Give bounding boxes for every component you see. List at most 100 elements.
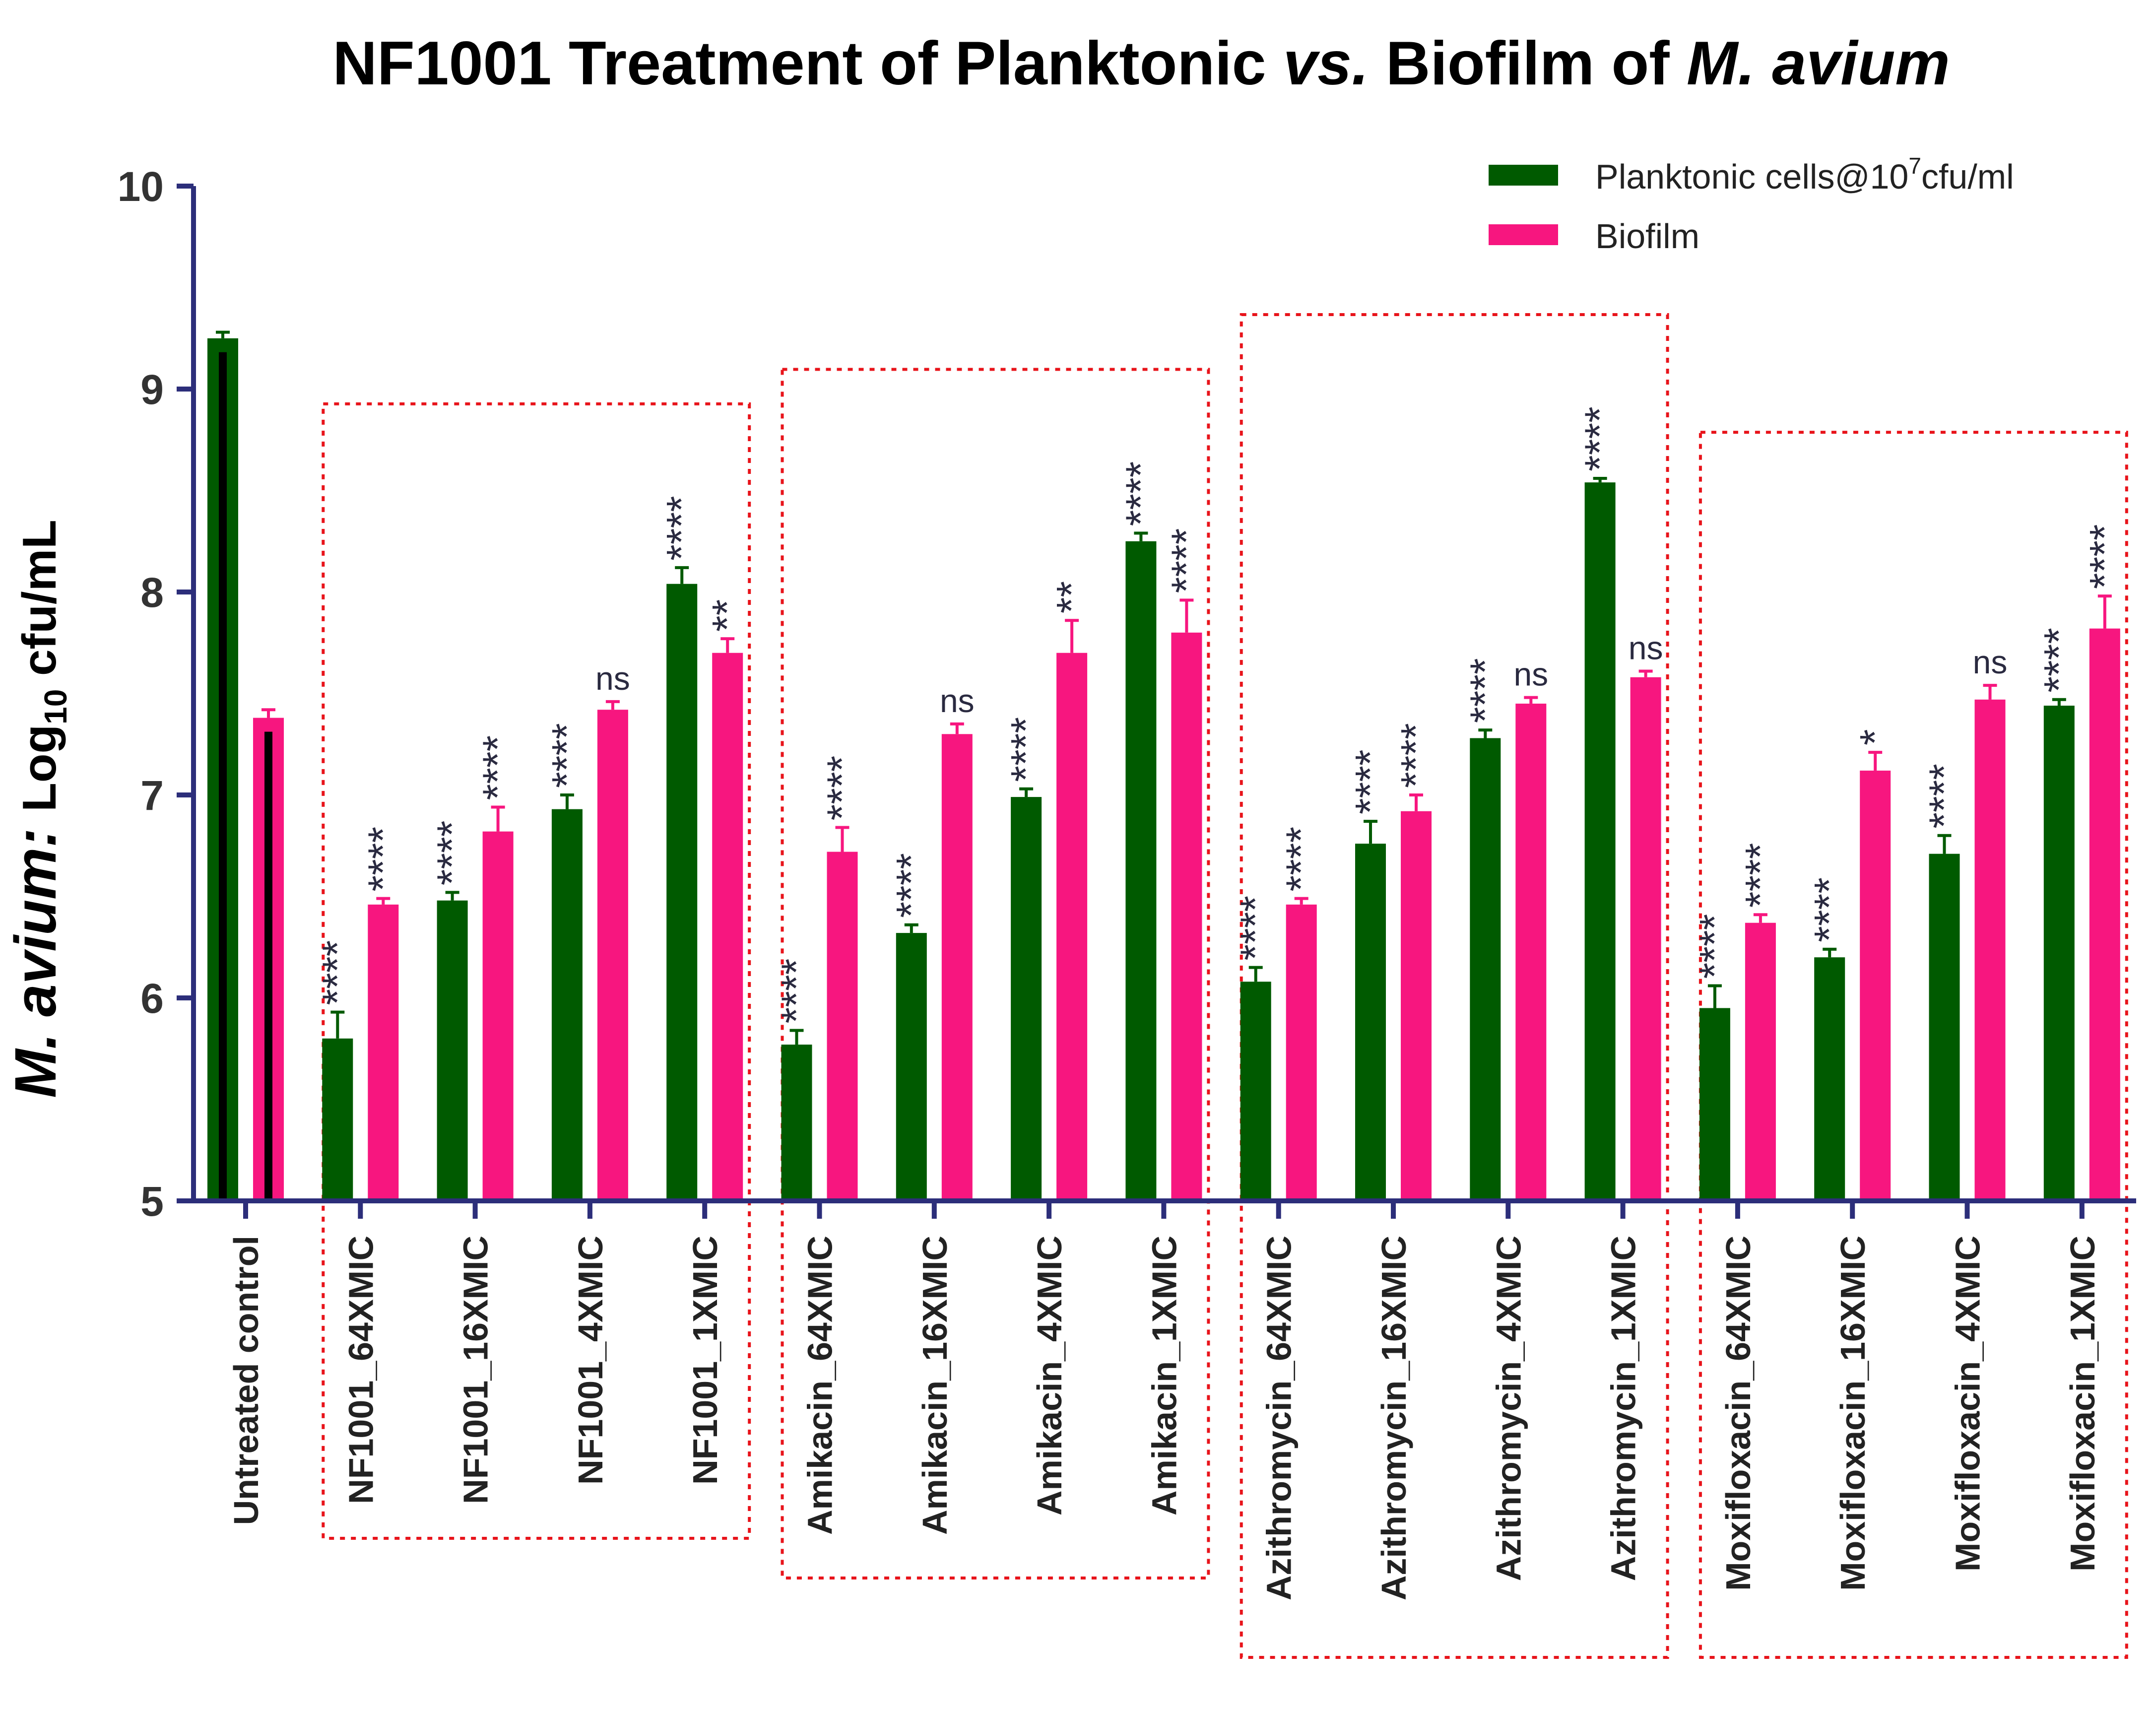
significance-labels: ******** ******** ****ns******************… bbox=[314, 406, 2127, 1023]
bar-planktonic-10 bbox=[1355, 844, 1386, 1201]
bar-biofilm-11 bbox=[1515, 703, 1547, 1201]
legend-label-1: Biofilm bbox=[1595, 217, 1699, 256]
sig-biofilm-15: ns bbox=[1973, 644, 2008, 680]
sig-biofilm-6: ns bbox=[940, 682, 975, 719]
group-box-amikacin bbox=[781, 368, 1210, 1580]
x-tick-label-13: Moxifloxacin_64XMIC bbox=[1719, 1236, 1758, 1591]
y-tick-label-10: 10 bbox=[118, 163, 164, 210]
bar-biofilm-15 bbox=[1974, 699, 2006, 1201]
bar-planktonic-12 bbox=[1584, 482, 1616, 1201]
legend-label-1-main: Biofilm bbox=[1595, 217, 1699, 256]
legend-label-0: Planktonic cells@107cfu/ml bbox=[1595, 153, 2014, 196]
x-tick-label-4: NF1001_1XMIC bbox=[686, 1236, 724, 1485]
y-tick-label-5: 5 bbox=[140, 1178, 164, 1225]
y-axis-label: M. avium: Log10 cfu/mL bbox=[3, 520, 73, 1098]
x-tick-label-14: Moxifloxacin_16XMIC bbox=[1833, 1236, 1872, 1591]
sig-planktonic-11: **** bbox=[1461, 658, 1508, 723]
ylabel-tail: cfu/mL bbox=[13, 520, 66, 689]
control-overlay-1 bbox=[264, 731, 272, 1201]
y-tick-label-7: 7 bbox=[140, 772, 164, 819]
control-overlay-0 bbox=[219, 352, 227, 1201]
x-tick-label-12: Azithromycin_1XMIC bbox=[1604, 1236, 1643, 1581]
sig-planktonic-10: **** bbox=[1347, 749, 1393, 814]
sig-biofilm-9: **** bbox=[1278, 827, 1324, 892]
ylabel-sub: 10 bbox=[38, 689, 73, 724]
legend-label-0-main: Planktonic cells@10 bbox=[1595, 157, 1908, 196]
bar-planktonic-3 bbox=[551, 809, 583, 1201]
x-tick-label-5: Amikacin_64XMIC bbox=[801, 1236, 840, 1535]
bar-biofilm-7 bbox=[1056, 653, 1088, 1201]
title-part-1: vs. bbox=[1283, 29, 1369, 98]
bar-biofilm-10 bbox=[1401, 811, 1432, 1201]
sig-biofilm-13: **** bbox=[1737, 843, 1783, 908]
ylabel-italic: M. avium: bbox=[3, 812, 68, 1098]
bar-biofilm-5 bbox=[827, 852, 858, 1201]
x-tick-label-11: Azithromycin_4XMIC bbox=[1489, 1236, 1528, 1581]
sig-biofilm-3: ns bbox=[595, 660, 630, 697]
title-part-2: Biofilm of bbox=[1369, 29, 1687, 98]
bar-biofilm-14 bbox=[1860, 770, 1891, 1201]
x-tick-label-6: Amikacin_16XMIC bbox=[915, 1236, 954, 1535]
bar-planktonic-15 bbox=[1929, 854, 1960, 1201]
x-tick-label-9: Azithromycin_64XMIC bbox=[1260, 1236, 1299, 1600]
bar-planktonic-2 bbox=[437, 900, 468, 1201]
bar-planktonic-6 bbox=[896, 933, 927, 1201]
ylabel-log: Log bbox=[13, 724, 66, 812]
bar-planktonic-9 bbox=[1240, 982, 1271, 1201]
bar-biofilm-16 bbox=[2089, 628, 2120, 1201]
x-tick-label-8: Amikacin_1XMIC bbox=[1145, 1236, 1183, 1515]
bar-biofilm-4 bbox=[712, 653, 743, 1201]
legend-label-0-sup: 7 bbox=[1908, 153, 1921, 179]
sig-biofilm-7: ** bbox=[1048, 581, 1095, 613]
bar-planktonic-5 bbox=[781, 1045, 812, 1201]
x-tick-label-1: NF1001_64XMIC bbox=[341, 1236, 380, 1504]
sig-biofilm-2: **** bbox=[474, 735, 521, 800]
sig-biofilm-1: **** bbox=[359, 827, 406, 892]
x-tick-label-0: Untreated control bbox=[227, 1236, 265, 1525]
sig-planktonic-15: **** bbox=[1921, 764, 1967, 829]
sig-planktonic-4: **** bbox=[658, 496, 705, 561]
bar-planktonic-14 bbox=[1814, 957, 1845, 1201]
sig-planktonic-13: **** bbox=[1691, 914, 1738, 979]
sig-planktonic-7: **** bbox=[1002, 717, 1049, 782]
legend-swatch-0 bbox=[1489, 165, 1558, 186]
sig-planktonic-16: **** bbox=[2035, 628, 2082, 693]
x-tick-label-7: Amikacin_4XMIC bbox=[1030, 1236, 1069, 1515]
bar-biofilm-13 bbox=[1745, 922, 1776, 1201]
bar-biofilm-9 bbox=[1286, 904, 1317, 1201]
x-tick-label-10: Azithromycin_16XMIC bbox=[1374, 1236, 1413, 1600]
bar-planktonic-16 bbox=[2043, 706, 2075, 1201]
x-tick-label-16: Moxifloxacin_1XMIC bbox=[2063, 1236, 2102, 1572]
bar-biofilm-12 bbox=[1630, 677, 1661, 1201]
bar-biofilm-3 bbox=[597, 710, 628, 1201]
y-tick-label-6: 6 bbox=[140, 975, 164, 1022]
x-tick-label-2: NF1001_16XMIC bbox=[457, 1236, 495, 1504]
bar-planktonic-1 bbox=[322, 1038, 353, 1201]
chart-title: NF1001 Treatment of Planktonic vs. Biofi… bbox=[332, 29, 1950, 98]
sig-biofilm-16: **** bbox=[2081, 524, 2128, 589]
bar-planktonic-7 bbox=[1011, 797, 1042, 1201]
legend-label-0-suffix: cfu/ml bbox=[1921, 157, 2014, 196]
sig-planktonic-2: **** bbox=[429, 821, 475, 886]
bar-biofilm-8 bbox=[1171, 632, 1202, 1201]
axes: 5 6 7 8 9 10 Untreated control NF1001_64XMIC NF1… bbox=[118, 163, 2136, 1600]
y-tick-label-8: 8 bbox=[140, 569, 164, 616]
legend-swatch-1 bbox=[1489, 224, 1558, 245]
bar-planktonic-8 bbox=[1125, 541, 1157, 1201]
bar-biofilm-6 bbox=[941, 734, 973, 1201]
sig-biofilm-4: ** bbox=[704, 599, 750, 632]
sig-biofilm-11: ns bbox=[1513, 656, 1548, 693]
y-tick-label-9: 9 bbox=[140, 366, 164, 413]
sig-biofilm-5: **** bbox=[819, 756, 865, 821]
bars bbox=[207, 330, 2120, 1201]
sig-planktonic-1: **** bbox=[314, 940, 360, 1005]
sig-planktonic-12: **** bbox=[1576, 406, 1623, 471]
bar-planktonic-11 bbox=[1470, 738, 1501, 1201]
bar-biofilm-1 bbox=[368, 904, 399, 1201]
x-tick-label-3: NF1001_4XMIC bbox=[571, 1236, 610, 1485]
bar-planktonic-4 bbox=[666, 584, 698, 1201]
sig-biofilm-14: * bbox=[1851, 729, 1898, 745]
sig-planktonic-3: **** bbox=[543, 723, 590, 788]
sig-planktonic-14: **** bbox=[1806, 877, 1852, 942]
